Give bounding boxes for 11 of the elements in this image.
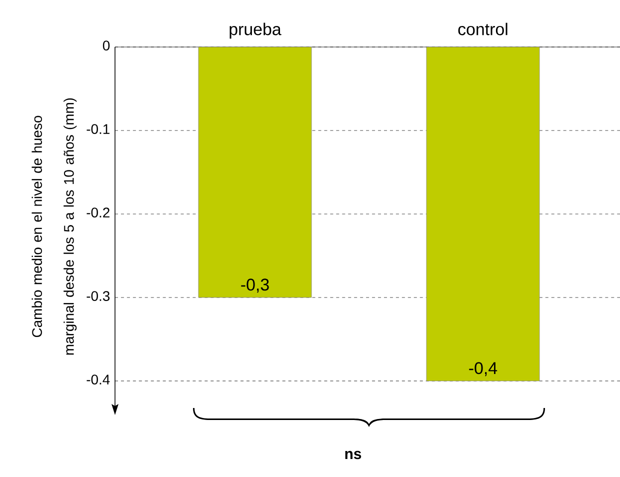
text: Cambio medio en el nivel de hueso marginal desde los 5 a los 10 años (mm) <box>32 98 77 355</box>
y-tick-label: -0.4 <box>86 374 110 384</box>
y-tick-label: -0.2 <box>86 208 110 218</box>
y-tick-label: -0.3 <box>86 291 110 301</box>
x-tick-label: control <box>458 22 508 36</box>
text: ns <box>345 450 362 460</box>
data-label: -0,4 <box>469 362 498 376</box>
data-label: -0,3 <box>241 278 269 293</box>
y-tick-label: 0 <box>102 40 110 51</box>
y-tick-label: -0.1 <box>86 124 110 134</box>
x-tick-label: prueba <box>230 22 282 39</box>
